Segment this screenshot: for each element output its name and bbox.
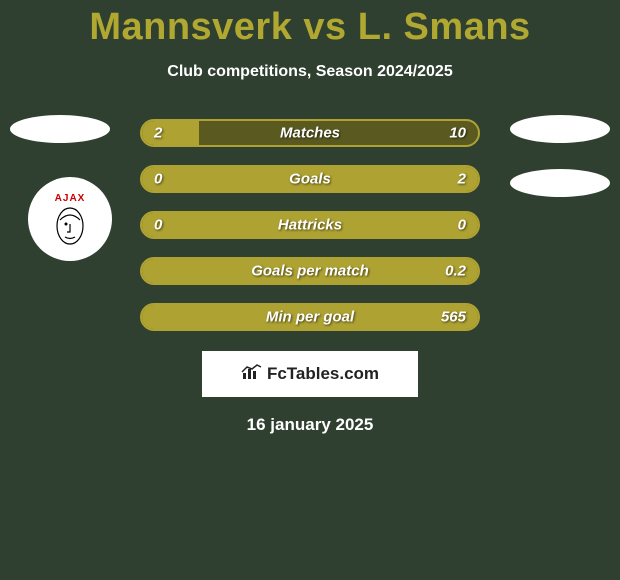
date-text: 16 january 2025 (0, 415, 620, 435)
stat-bar: 0 Hattricks 0 (140, 211, 480, 239)
stat-label: Matches (280, 125, 340, 142)
stat-value-right: 565 (441, 309, 466, 326)
comparison-panel: AJAX 2 Matches 10 0 Goals 2 0 Hattricks 0 Goals p… (0, 119, 620, 435)
stat-value-right: 10 (449, 125, 466, 142)
stat-label: Goals per match (251, 263, 369, 280)
footer-brand-text: FcTables.com (267, 364, 379, 384)
footer-brand: FcTables.com (241, 363, 379, 386)
footer-brand-box: FcTables.com (202, 351, 418, 397)
club-logo-text: AJAX (55, 193, 86, 204)
stat-bar: Goals per match 0.2 (140, 257, 480, 285)
left-player-placeholder (10, 115, 110, 143)
stat-value-left: 0 (154, 171, 162, 188)
left-club-logo: AJAX (28, 177, 112, 261)
stat-bar: 0 Goals 2 (140, 165, 480, 193)
bar-fill-left (142, 121, 199, 145)
stat-value-right: 2 (458, 171, 466, 188)
stat-value-right: 0 (458, 217, 466, 234)
page-title: Mannsverk vs L. Smans (0, 0, 620, 49)
stat-bars: 2 Matches 10 0 Goals 2 0 Hattricks 0 Goals per ma… (140, 119, 480, 331)
stat-bar: Min per goal 565 (140, 303, 480, 331)
stat-value-right: 0.2 (445, 263, 466, 280)
ajax-icon (54, 206, 86, 246)
stat-value-left: 0 (154, 217, 162, 234)
stat-label: Hattricks (278, 217, 342, 234)
stat-label: Goals (289, 171, 331, 188)
right-player-placeholder-1 (510, 115, 610, 143)
stat-label: Min per goal (266, 309, 354, 326)
right-player-placeholder-2 (510, 169, 610, 197)
chart-icon (241, 363, 263, 386)
stat-bar: 2 Matches 10 (140, 119, 480, 147)
subtitle: Club competitions, Season 2024/2025 (0, 63, 620, 81)
stat-value-left: 2 (154, 125, 162, 142)
